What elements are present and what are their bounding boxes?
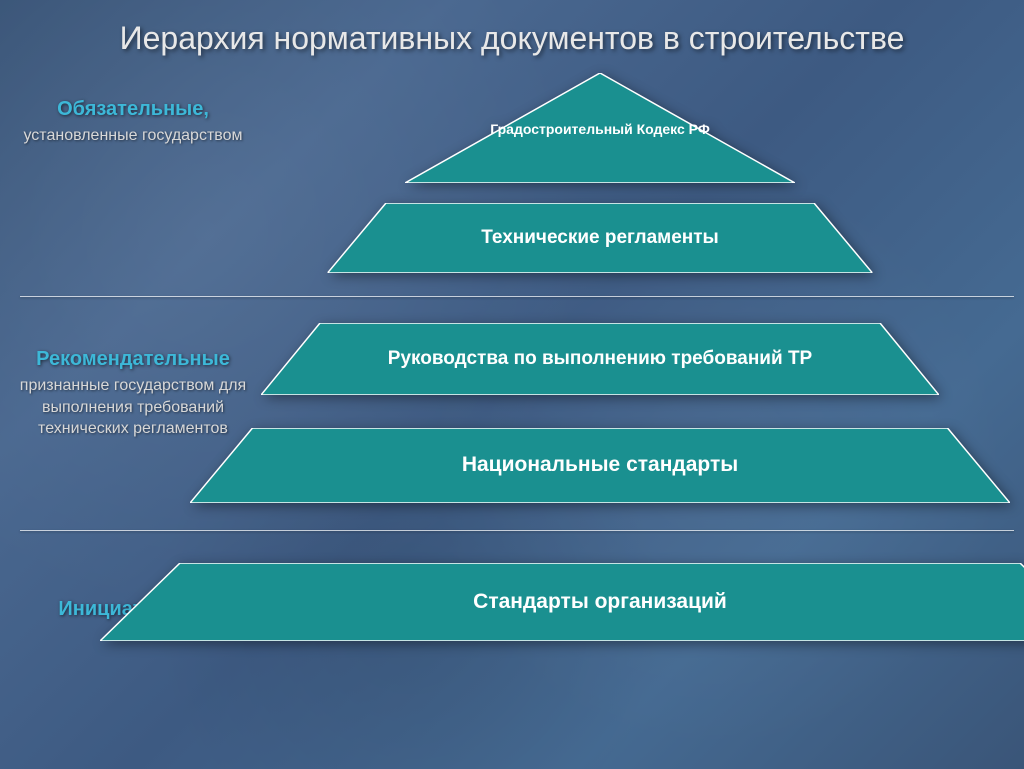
pyramid-level-text: Стандарты организаций: [100, 563, 1024, 641]
pyramid-level-text: Градостроительный Кодекс РФ: [405, 73, 795, 183]
pyramid-diagram: Градостроительный Кодекс РФ Технические …: [0, 68, 1024, 728]
section-divider: [20, 296, 1014, 297]
pyramid-level-3: Национальные стандарты: [190, 428, 1010, 503]
slide-title: Иерархия нормативных документов в строит…: [0, 0, 1024, 68]
section-divider: [20, 530, 1014, 531]
pyramid-level-text: Технические регламенты: [328, 203, 873, 273]
pyramid-level-0: Градостроительный Кодекс РФ: [405, 73, 795, 183]
pyramid-level-1: Технические регламенты: [328, 203, 873, 273]
slide-content: Обязательные, установленные государством…: [0, 68, 1024, 728]
pyramid-level-text: Руководства по выполнению требований ТР: [261, 323, 939, 395]
pyramid-level-text: Национальные стандарты: [190, 428, 1010, 503]
pyramid-level-2: Руководства по выполнению требований ТР: [261, 323, 939, 395]
pyramid-level-4: Стандарты организаций: [100, 563, 1024, 641]
